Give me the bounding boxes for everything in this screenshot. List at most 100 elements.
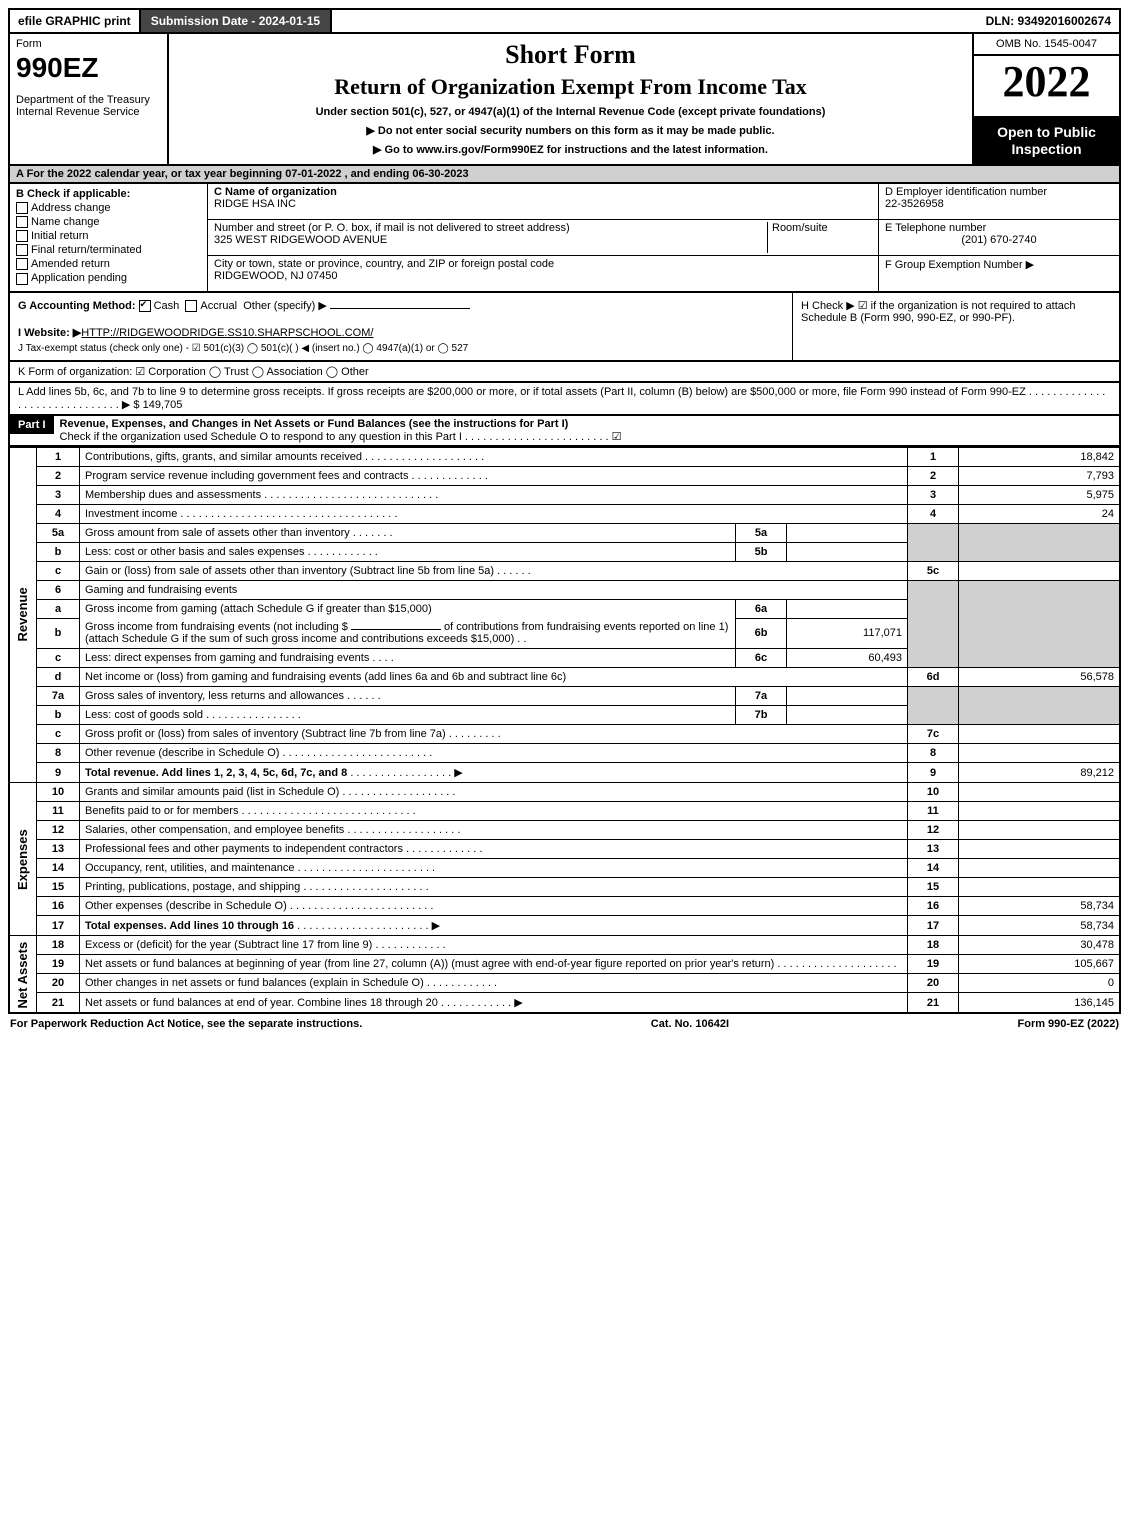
row-a-calendar: A For the 2022 calendar year, or tax yea… bbox=[8, 166, 1121, 184]
line19-desc: Net assets or fund balances at beginning… bbox=[85, 958, 774, 970]
line8-desc: Other revenue (describe in Schedule O) bbox=[85, 747, 279, 759]
chk-pending[interactable]: Application pending bbox=[16, 272, 201, 284]
title-short-form: Short Form bbox=[175, 40, 966, 70]
line1-val: 18,842 bbox=[959, 447, 1121, 466]
line17-desc: Total expenses. Add lines 10 through 16 bbox=[85, 920, 294, 932]
form-header: Form 990EZ Department of the Treasury In… bbox=[8, 34, 1121, 166]
part1-table: Revenue 1 Contributions, gifts, grants, … bbox=[8, 447, 1121, 1015]
line7b-desc: Less: cost of goods sold bbox=[85, 709, 203, 721]
dln: DLN: 93492016002674 bbox=[978, 10, 1119, 32]
footer-mid: Cat. No. 10642I bbox=[651, 1018, 729, 1030]
part1-check: Check if the organization used Schedule … bbox=[60, 431, 622, 443]
c-city-label: City or town, state or province, country… bbox=[214, 258, 872, 270]
vert-revenue: Revenue bbox=[9, 447, 37, 783]
line11-desc: Benefits paid to or for members bbox=[85, 805, 238, 817]
form-label: Form bbox=[16, 38, 161, 50]
line10-desc: Grants and similar amounts paid (list in… bbox=[85, 786, 339, 798]
c-street: 325 WEST RIDGEWOOD AVENUE bbox=[214, 234, 767, 246]
c-room-label: Room/suite bbox=[767, 222, 872, 253]
line20-desc: Other changes in net assets or fund bala… bbox=[85, 977, 424, 989]
e-phone-label: E Telephone number bbox=[885, 222, 1113, 234]
part1-label: Part I bbox=[10, 416, 54, 434]
j-tax-exempt: J Tax-exempt status (check only one) - ☑… bbox=[18, 343, 784, 354]
line17-val: 58,734 bbox=[959, 916, 1121, 936]
c-org-name: RIDGE HSA INC bbox=[214, 198, 872, 210]
c-city: RIDGEWOOD, NJ 07450 bbox=[214, 270, 872, 282]
c-name-label: C Name of organization bbox=[214, 186, 872, 198]
open-public: Open to Public Inspection bbox=[974, 118, 1119, 164]
line19-val: 105,667 bbox=[959, 955, 1121, 974]
line20-val: 0 bbox=[959, 974, 1121, 993]
chk-name[interactable]: Name change bbox=[16, 216, 201, 228]
chk-amended[interactable]: Amended return bbox=[16, 258, 201, 270]
line3-val: 5,975 bbox=[959, 485, 1121, 504]
d-ein-label: D Employer identification number bbox=[885, 186, 1113, 198]
line7c-desc: Gross profit or (loss) from sales of inv… bbox=[85, 728, 446, 740]
dept-label: Department of the Treasury Internal Reve… bbox=[16, 94, 161, 118]
line2-desc: Program service revenue including govern… bbox=[85, 470, 408, 482]
line2-val: 7,793 bbox=[959, 466, 1121, 485]
top-bar: efile GRAPHIC print Submission Date - 20… bbox=[8, 8, 1121, 34]
chk-final[interactable]: Final return/terminated bbox=[16, 244, 201, 256]
line6d-val: 56,578 bbox=[959, 668, 1121, 687]
row-g-to-j: G Accounting Method: Cash Accrual Other … bbox=[8, 293, 1121, 362]
chk-address[interactable]: Address change bbox=[16, 202, 201, 214]
line1-desc: Contributions, gifts, grants, and simila… bbox=[85, 451, 362, 463]
row-l: L Add lines 5b, 6c, and 7b to line 9 to … bbox=[8, 383, 1121, 416]
chk-initial[interactable]: Initial return bbox=[16, 230, 201, 242]
line3-desc: Membership dues and assessments bbox=[85, 489, 261, 501]
omb-number: OMB No. 1545-0047 bbox=[974, 34, 1119, 56]
i-website-label: I Website: ▶ bbox=[18, 327, 81, 339]
line4-desc: Investment income bbox=[85, 508, 177, 520]
line9-val: 89,212 bbox=[959, 763, 1121, 783]
line16-val: 58,734 bbox=[959, 897, 1121, 916]
subtitle-warn: ▶ Do not enter social security numbers o… bbox=[175, 124, 966, 137]
e-phone: (201) 670-2740 bbox=[885, 234, 1113, 246]
line6-desc: Gaming and fundraising events bbox=[80, 580, 908, 599]
line5b-desc: Less: cost or other basis and sales expe… bbox=[85, 546, 305, 558]
b-label: B Check if applicable: bbox=[16, 188, 201, 200]
vert-netassets: Net Assets bbox=[9, 936, 37, 1014]
line6b-desc: Gross income from fundraising events (no… bbox=[85, 621, 348, 633]
line14-desc: Occupancy, rent, utilities, and maintena… bbox=[85, 862, 295, 874]
footer-left: For Paperwork Reduction Act Notice, see … bbox=[10, 1018, 362, 1030]
section-b-to-f: B Check if applicable: Address change Na… bbox=[8, 184, 1121, 293]
form-number: 990EZ bbox=[16, 52, 161, 84]
f-group-label: F Group Exemption Number ▶ bbox=[885, 258, 1113, 271]
i-website[interactable]: HTTP://RIDGEWOODRIDGE.SS10.SHARPSCHOOL.C… bbox=[81, 327, 373, 339]
line6c-desc: Less: direct expenses from gaming and fu… bbox=[85, 652, 369, 664]
line18-desc: Excess or (deficit) for the year (Subtra… bbox=[85, 939, 372, 951]
c-street-label: Number and street (or P. O. box, if mail… bbox=[214, 222, 767, 234]
line5c-desc: Gain or (loss) from sale of assets other… bbox=[85, 565, 494, 577]
chk-cash[interactable] bbox=[139, 300, 151, 312]
footer-right: Form 990-EZ (2022) bbox=[1018, 1018, 1119, 1030]
line21-val: 136,145 bbox=[959, 993, 1121, 1014]
subtitle-link: ▶ Go to www.irs.gov/Form990EZ for instru… bbox=[175, 143, 966, 156]
line21-desc: Net assets or fund balances at end of ye… bbox=[85, 997, 438, 1009]
line4-val: 24 bbox=[959, 504, 1121, 523]
line13-desc: Professional fees and other payments to … bbox=[85, 843, 403, 855]
title-return: Return of Organization Exempt From Incom… bbox=[175, 74, 966, 100]
part1-header: Part I Revenue, Expenses, and Changes in… bbox=[8, 416, 1121, 447]
g-label: G Accounting Method: bbox=[18, 300, 136, 312]
line7a-desc: Gross sales of inventory, less returns a… bbox=[85, 690, 344, 702]
line6d-desc: Net income or (loss) from gaming and fun… bbox=[80, 668, 908, 687]
efile-print[interactable]: efile GRAPHIC print bbox=[10, 10, 141, 32]
line9-desc: Total revenue. Add lines 1, 2, 3, 4, 5c,… bbox=[85, 767, 347, 779]
subtitle-code: Under section 501(c), 527, or 4947(a)(1)… bbox=[175, 106, 966, 118]
line16-desc: Other expenses (describe in Schedule O) bbox=[85, 900, 287, 912]
page-footer: For Paperwork Reduction Act Notice, see … bbox=[8, 1014, 1121, 1034]
line15-desc: Printing, publications, postage, and shi… bbox=[85, 881, 300, 893]
line18-val: 30,478 bbox=[959, 936, 1121, 955]
part1-title: Revenue, Expenses, and Changes in Net As… bbox=[60, 418, 569, 430]
chk-accrual[interactable] bbox=[185, 300, 197, 312]
submission-date: Submission Date - 2024-01-15 bbox=[141, 10, 332, 32]
line6c-val: 60,493 bbox=[787, 649, 908, 668]
tax-year: 2022 bbox=[974, 56, 1119, 118]
line6b-val: 117,071 bbox=[787, 618, 908, 649]
line12-desc: Salaries, other compensation, and employ… bbox=[85, 824, 344, 836]
h-check: H Check ▶ ☑ if the organization is not r… bbox=[801, 299, 1111, 324]
line6a-desc: Gross income from gaming (attach Schedul… bbox=[85, 603, 432, 615]
d-ein: 22-3526958 bbox=[885, 198, 1113, 210]
vert-expenses: Expenses bbox=[9, 783, 37, 936]
